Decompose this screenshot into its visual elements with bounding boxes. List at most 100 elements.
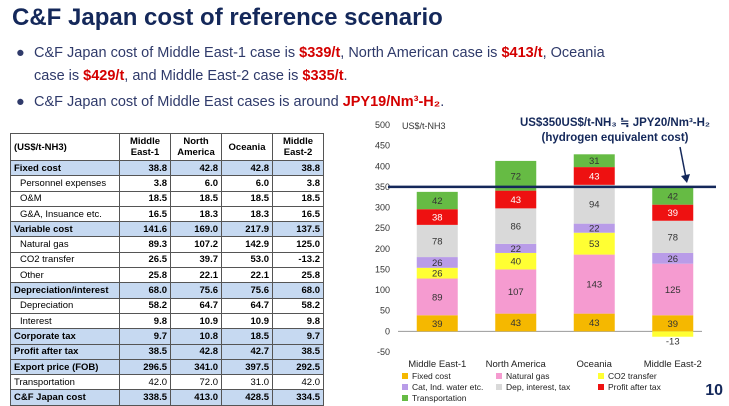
- table-cell: 75.6: [221, 282, 273, 299]
- legend-label: Transportation: [412, 393, 467, 403]
- data-label: 78: [667, 232, 678, 243]
- table-cell: 334.5: [272, 389, 324, 406]
- data-label: 39: [432, 319, 443, 330]
- table-cell: 137.5: [272, 221, 324, 238]
- legend-swatch: [496, 384, 502, 390]
- data-label: 43: [589, 318, 600, 329]
- bullet-2-value: JPY19/Nm³-H₂: [342, 94, 441, 110]
- bar-segment: [416, 315, 458, 332]
- bar-segment: [495, 252, 537, 270]
- bar-segment: [573, 254, 615, 314]
- bullet-1-value-me2: $335/t: [302, 68, 344, 84]
- bullet-1-value-oc: $429/t: [83, 68, 125, 84]
- bullet-1-text-c: , Oceania: [542, 45, 605, 61]
- data-label: 40: [510, 257, 521, 268]
- data-label: 26: [432, 258, 443, 269]
- data-label: 53: [589, 239, 600, 250]
- data-label: 72: [510, 171, 521, 182]
- table-row-label: C&F Japan cost: [10, 389, 120, 406]
- bar-segment: [573, 167, 615, 185]
- table-row: G&A, Insuance etc. 16.5 18.3 18.3 16.5: [10, 205, 324, 223]
- data-label: 86: [510, 222, 521, 233]
- table-row: Personnel expenses 3.8 6.0 6.0 3.8: [10, 175, 324, 192]
- data-label: 107: [508, 287, 524, 298]
- reference-arrow-head: [681, 174, 690, 183]
- data-label: -13: [666, 337, 680, 348]
- table-cell: 296.5: [119, 358, 171, 376]
- bullet-1: ● C&F Japan cost of Middle East-1 case is…: [16, 42, 716, 88]
- category-label: Middle East-2: [644, 359, 702, 370]
- legend-swatch: [598, 373, 604, 379]
- bar-segment: [573, 184, 615, 224]
- data-label: 22: [589, 224, 600, 235]
- y-tick-label: 500: [375, 120, 390, 130]
- bullet-2-text: C&F Japan cost of Middle East cases is a…: [34, 94, 343, 110]
- bar-segment: [416, 278, 458, 316]
- y-tick-label: 200: [375, 244, 390, 254]
- table-header-unit: (US$/t-NH3): [10, 133, 120, 161]
- table-cell: 68.0: [272, 282, 324, 299]
- bullet-2: ● C&F Japan cost of Middle East cases is …: [16, 91, 716, 114]
- table-cell: 42.8: [170, 343, 222, 360]
- table-row: C&F Japan cost 338.5 413.0 428.5 334.5: [10, 389, 324, 406]
- table-row-label: Variable cost: [10, 221, 120, 238]
- bar-segment: [652, 263, 694, 316]
- bar-segment: [495, 313, 537, 332]
- data-label: 89: [432, 292, 443, 303]
- bar-segment: [652, 204, 694, 221]
- bullet-dot: ●: [16, 94, 25, 110]
- table-row: Profit after tax 38.5 42.8 42.7 38.5: [10, 343, 324, 360]
- table-cell: 9.7: [272, 328, 324, 345]
- bar-segment: [652, 187, 694, 205]
- y-tick-label: 150: [375, 264, 390, 274]
- bullet-1-value-na: $413/t: [501, 45, 543, 61]
- bar-segment: [495, 243, 537, 253]
- bullet-2-end: .: [440, 94, 445, 110]
- table-cell: 141.6: [119, 221, 171, 238]
- data-label: 94: [589, 200, 600, 211]
- bar-segment: [416, 224, 458, 258]
- data-label: 39: [667, 208, 678, 219]
- legend-swatch: [598, 384, 604, 390]
- legend-swatch: [402, 384, 408, 390]
- bar-segment: [495, 190, 537, 209]
- data-label: 43: [589, 171, 600, 182]
- category-label: Middle East-1: [408, 359, 466, 370]
- data-label: 38: [432, 213, 443, 224]
- category-label: Oceania: [577, 359, 613, 370]
- reference-arrow-shaft: [679, 146, 687, 179]
- table-header-row: (US$/t-NH3) Middle East-1 North America …: [10, 133, 324, 161]
- bar-segment: [416, 191, 458, 210]
- table-cell: 341.0: [170, 358, 222, 376]
- data-label: 42: [667, 191, 678, 202]
- bullet-1-text-b: , North American case is: [340, 45, 502, 61]
- y-tick-label: 100: [375, 285, 390, 295]
- table-cell: 68.0: [119, 282, 171, 299]
- table-cell: 38.5: [119, 343, 171, 360]
- y-tick-label: 400: [375, 161, 390, 171]
- table-row-label: Fixed cost: [10, 159, 120, 177]
- y-tick-label: 250: [375, 223, 390, 233]
- legend-label: Cat, Ind. water etc.: [412, 382, 483, 392]
- bar-segment: [652, 252, 694, 264]
- data-label: 43: [510, 318, 521, 329]
- legend-label: Profit after tax: [608, 382, 662, 392]
- page-number: 10: [705, 382, 723, 399]
- data-label: 39: [667, 319, 678, 330]
- y-tick-label: 300: [375, 203, 390, 213]
- table-header-middle-east-1: Middle East-1: [119, 133, 171, 161]
- y-tick-label: 0: [385, 326, 390, 336]
- data-label: 143: [586, 280, 602, 291]
- y-tick-label: -50: [377, 347, 390, 357]
- bar-segment: [573, 223, 615, 233]
- table-row: Variable cost 141.6 169.0 217.9 137.5: [10, 221, 324, 238]
- bar-segment: [573, 313, 615, 332]
- legend-label: Natural gas: [506, 371, 549, 381]
- reference-note-line-2: (hydrogen equivalent cost): [541, 132, 689, 144]
- data-label: 125: [665, 285, 681, 296]
- table-row: Export price (FOB) 296.5 341.0 397.5 292.5: [10, 358, 324, 376]
- bar-segment: [652, 315, 694, 332]
- table-row: CO2 transfer 26.5 39.7 53.0 -13.2: [10, 251, 324, 269]
- bar-segment: [573, 154, 615, 168]
- reference-note: US$350US$/t-NH₃ ≒ JPY20/Nm³-H₂ (hydrogen…: [510, 116, 720, 146]
